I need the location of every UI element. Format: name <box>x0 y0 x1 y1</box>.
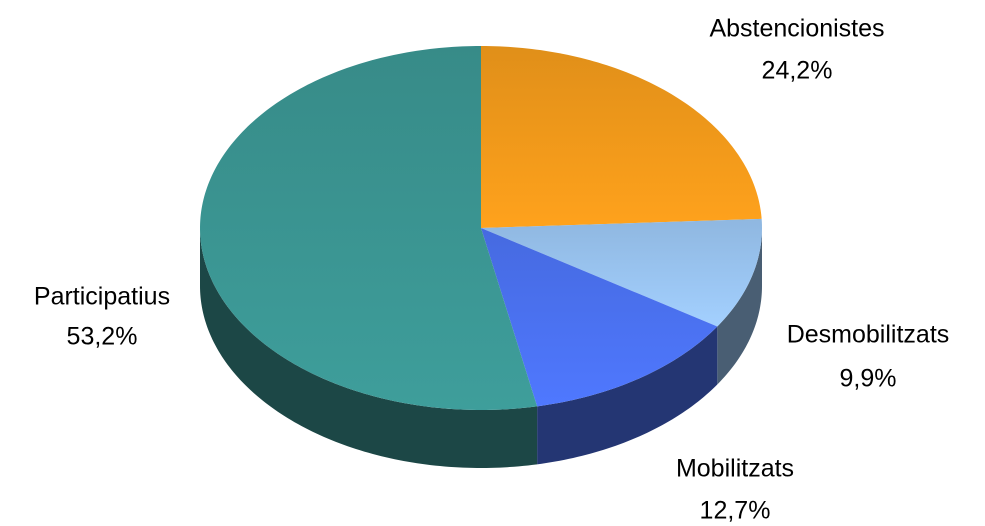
pie-slice <box>481 218 762 327</box>
slice-label: Mobilitzats <box>676 455 794 483</box>
slice-label: Abstencionistes <box>709 15 884 43</box>
pie-side <box>537 326 718 465</box>
value-label: 24,2% <box>762 57 833 85</box>
pie-slice <box>481 228 718 407</box>
pie-side <box>717 228 762 385</box>
pie-slice <box>481 46 762 228</box>
value-label: 53,2% <box>67 323 138 351</box>
pie-slice <box>200 46 538 410</box>
value-label: 12,7% <box>700 497 771 525</box>
slice-label: Participatius <box>34 283 170 311</box>
slice-label: Desmobilitzats <box>787 321 950 349</box>
pie-side <box>200 228 538 468</box>
value-label: 9,9% <box>840 365 897 393</box>
